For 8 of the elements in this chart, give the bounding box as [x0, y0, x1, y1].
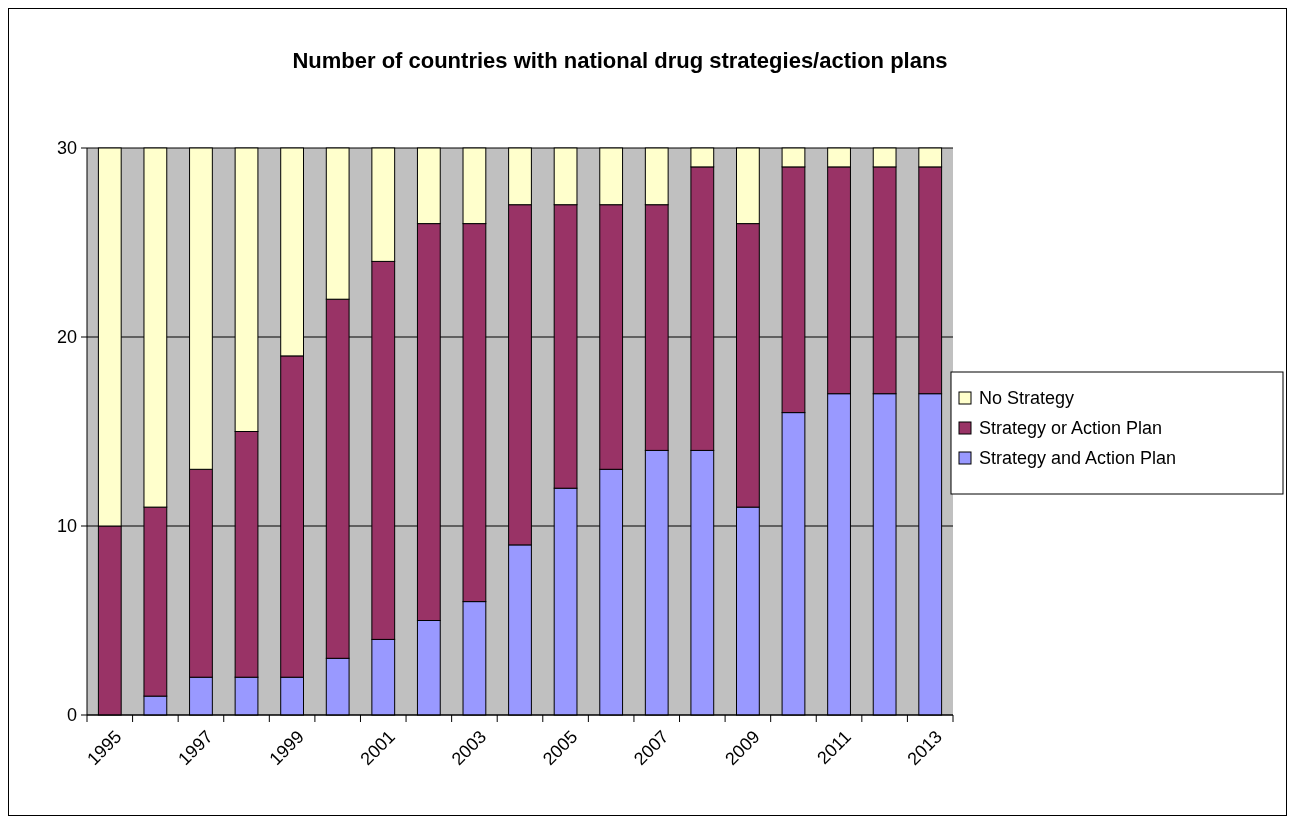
y-tick-label: 10 — [56, 516, 77, 537]
y-tick-label: 20 — [56, 327, 77, 348]
legend-label: Strategy and Action Plan — [979, 448, 1177, 469]
y-tick-label: 0 — [66, 705, 77, 726]
chart-title: Number of countries with national drug strategies/action plans — [292, 48, 948, 73]
legend-label: No Strategy — [979, 388, 1075, 409]
legend-label: Strategy or Action Plan — [979, 418, 1163, 439]
y-tick-label: 30 — [56, 138, 77, 159]
